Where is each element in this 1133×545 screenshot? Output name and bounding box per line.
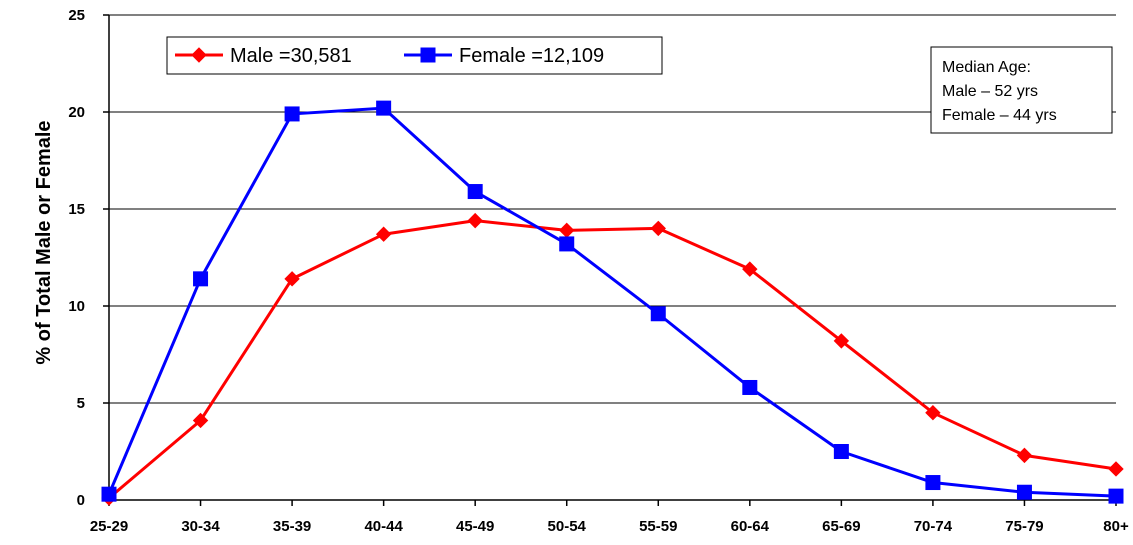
data-point — [193, 271, 209, 287]
data-point — [1016, 447, 1033, 464]
median-age-line: Median Age: — [942, 59, 1031, 76]
data-point — [284, 271, 300, 287]
axis-ticks: 0 5 10 15 20 25 25-29 30-34 35-39 40-44 45-49 50-54… — [68, 7, 1129, 535]
y-tick-label: 20 — [68, 104, 85, 121]
data-point — [375, 226, 392, 242]
x-tick-label: 30-34 — [181, 518, 220, 535]
data-point — [650, 220, 666, 237]
median-age-line: Female – 44 yrs — [942, 107, 1057, 124]
median-age-line: Male – 52 yrs — [942, 83, 1038, 100]
x-tick-label: 55-59 — [639, 518, 677, 535]
data-point — [467, 212, 483, 229]
data-point — [925, 404, 941, 421]
data-point — [833, 444, 849, 459]
series-male — [101, 212, 1124, 506]
legend-label: Female =12,109 — [459, 45, 604, 67]
median-age-note: Median Age: Male – 52 yrs Female – 44 yrs — [930, 46, 1113, 134]
data-point — [192, 412, 209, 429]
data-point — [1108, 461, 1124, 477]
series-female — [101, 100, 1124, 504]
x-tick-label: 80+ — [1103, 518, 1129, 535]
y-tick-label: 25 — [68, 7, 85, 24]
y-axis-label: % of Total Male or Female — [33, 120, 55, 364]
y-tick-label: 15 — [68, 201, 85, 218]
legend: Male =30,581 Female =12,109 — [166, 36, 663, 75]
data-point — [467, 184, 483, 200]
data-point — [1016, 484, 1032, 500]
series-layer — [101, 100, 1124, 506]
data-point — [833, 333, 850, 349]
series-line — [107, 106, 1117, 498]
legend-label: Male =30,581 — [230, 45, 352, 67]
data-point — [101, 486, 117, 502]
x-tick-label: 35-39 — [273, 518, 311, 535]
x-tick-label: 70-74 — [914, 518, 953, 535]
x-tick-label: 60-64 — [731, 518, 770, 535]
data-point — [742, 261, 758, 277]
y-tick-label: 0 — [77, 492, 85, 509]
y-tick-label: 5 — [77, 395, 85, 412]
data-point — [559, 236, 575, 252]
x-tick-label: 50-54 — [548, 518, 587, 535]
data-point — [1108, 488, 1124, 504]
data-point — [650, 306, 666, 322]
data-point — [925, 475, 941, 491]
data-point — [742, 379, 758, 395]
data-point — [284, 106, 300, 122]
y-tick-label: 10 — [68, 298, 85, 315]
data-point — [559, 222, 575, 239]
x-tick-label: 45-49 — [456, 518, 494, 535]
x-tick-label: 75-79 — [1005, 518, 1043, 535]
x-tick-label: 65-69 — [822, 518, 860, 535]
series-line — [108, 219, 1117, 500]
note-box — [930, 46, 1113, 134]
legend-swatch-marker — [420, 47, 436, 63]
legend-swatch-marker — [191, 47, 207, 63]
x-tick-label: 25-29 — [90, 518, 128, 535]
x-tick-label: 40-44 — [364, 518, 403, 535]
data-point — [376, 100, 392, 116]
